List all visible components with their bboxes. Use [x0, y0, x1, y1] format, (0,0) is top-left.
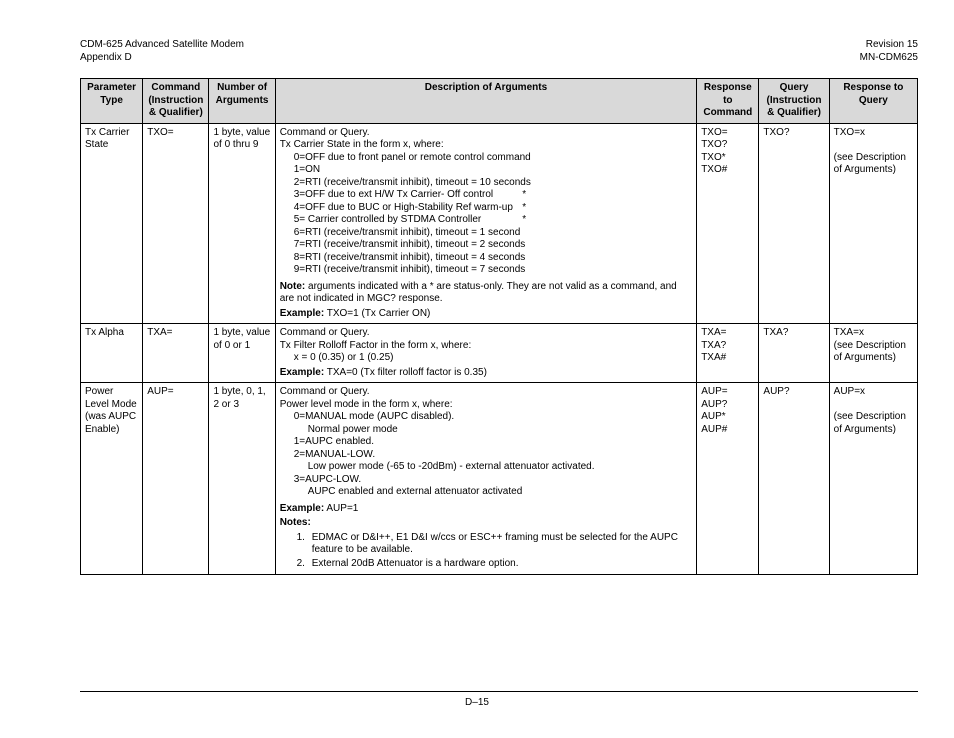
cell-resp-q: TXO=x (see Description of Arguments): [829, 123, 917, 324]
table-row: Power Level Mode (was AUPC Enable) AUP= …: [81, 383, 918, 575]
col-param-type: Parameter Type: [81, 79, 143, 124]
col-resp-cmd: Response to Command: [697, 79, 759, 124]
cell-param: Tx Carrier State: [81, 123, 143, 324]
col-desc: Description of Arguments: [275, 79, 697, 124]
cell-resp-q: TXA=x (see Description of Arguments): [829, 324, 917, 383]
col-query: Query (Instruction & Qualifier): [759, 79, 829, 124]
page-number: D–15: [0, 697, 954, 708]
table-row: Tx Carrier State TXO= 1 byte, value of 0…: [81, 123, 918, 324]
cell-param: Power Level Mode (was AUPC Enable): [81, 383, 143, 575]
footer-rule: [80, 691, 918, 692]
header-right-1: Revision 15: [860, 38, 918, 51]
cell-query: AUP?: [759, 383, 829, 575]
table-header-row: Parameter Type Command (Instruction & Qu…: [81, 79, 918, 124]
cell-args: 1 byte, value of 0 or 1: [209, 324, 275, 383]
cell-cmd: AUP=: [143, 383, 209, 575]
col-command: Command (Instruction & Qualifier): [143, 79, 209, 124]
cell-param: Tx Alpha: [81, 324, 143, 383]
cell-args: 1 byte, 0, 1, 2 or 3: [209, 383, 275, 575]
cell-cmd: TXO=: [143, 123, 209, 324]
parameter-table: Parameter Type Command (Instruction & Qu…: [80, 78, 918, 575]
cell-resp-cmd: TXA= TXA? TXA#: [697, 324, 759, 383]
cell-args: 1 byte, value of 0 thru 9: [209, 123, 275, 324]
cell-resp-cmd: AUP= AUP? AUP* AUP#: [697, 383, 759, 575]
header-right-2: MN-CDM625: [860, 51, 918, 64]
cell-desc: Command or Query. Tx Carrier State in th…: [275, 123, 697, 324]
cell-desc: Command or Query. Tx Filter Rolloff Fact…: [275, 324, 697, 383]
notes-list: EDMAC or D&I++, E1 D&I w/ccs or ESC++ fr…: [280, 532, 693, 571]
header-left-1: CDM-625 Advanced Satellite Modem: [80, 38, 244, 51]
page-header: CDM-625 Advanced Satellite Modem Appendi…: [80, 38, 918, 64]
cell-cmd: TXA=: [143, 324, 209, 383]
header-left-2: Appendix D: [80, 51, 244, 64]
cell-resp-cmd: TXO= TXO? TXO* TXO#: [697, 123, 759, 324]
table-row: Tx Alpha TXA= 1 byte, value of 0 or 1 Co…: [81, 324, 918, 383]
cell-query: TXA?: [759, 324, 829, 383]
col-num-args: Number of Arguments: [209, 79, 275, 124]
cell-resp-q: AUP=x (see Description of Arguments): [829, 383, 917, 575]
col-resp-query: Response to Query: [829, 79, 917, 124]
cell-query: TXO?: [759, 123, 829, 324]
cell-desc: Command or Query. Power level mode in th…: [275, 383, 697, 575]
